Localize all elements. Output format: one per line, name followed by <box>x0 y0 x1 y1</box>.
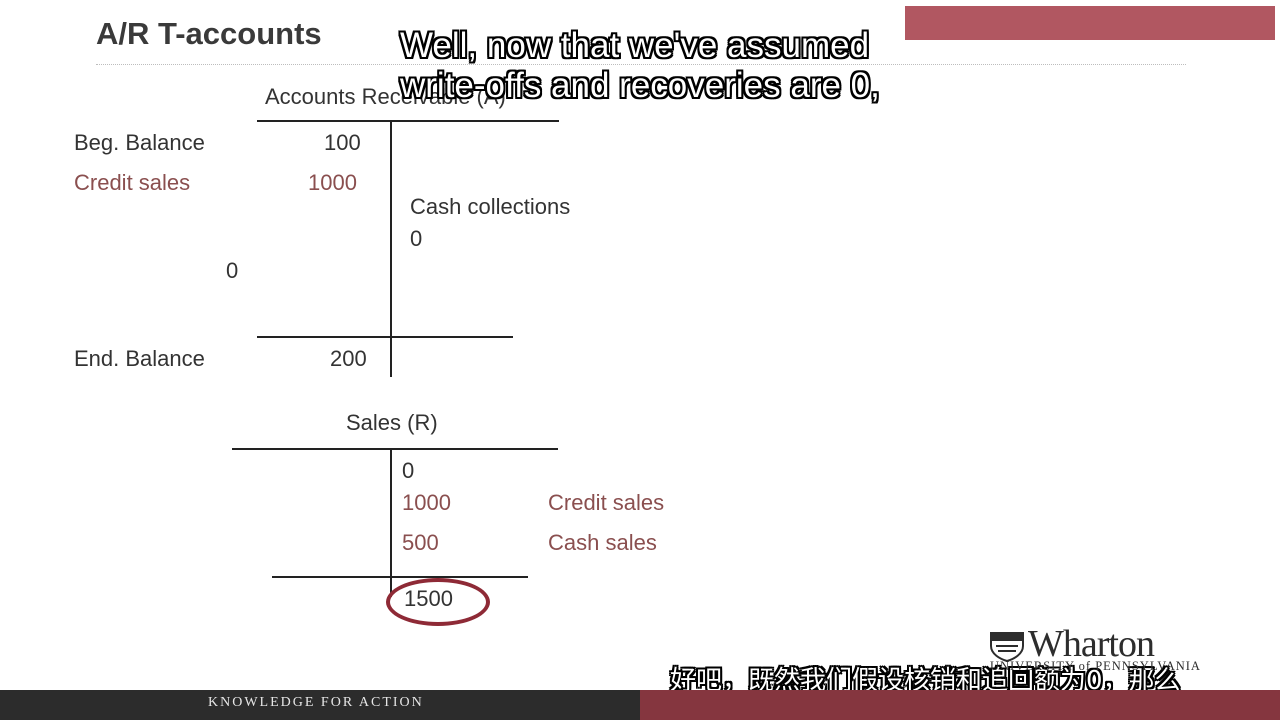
beg-balance-value: 100 <box>324 130 361 155</box>
ar-t-top-line <box>257 120 559 122</box>
sales-credit-sales-value: 1000 <box>402 490 451 515</box>
footer-tagline: KNOWLEDGE FOR ACTION <box>208 695 424 710</box>
ar-credit-sales-value: 1000 <box>308 170 357 195</box>
wharton-logo-text: Wharton <box>1028 623 1155 665</box>
end-balance-value: 200 <box>330 346 367 371</box>
wharton-shield-icon <box>990 632 1024 662</box>
ar-account-heading: Accounts Receivable (A) <box>265 84 506 109</box>
subtitle-english-line2: write-offs and recoveries are 0, <box>400 66 880 105</box>
cash-collections-label: Cash collections <box>410 194 571 219</box>
slide-title: A/R T-accounts <box>96 16 322 51</box>
cash-sales-value: 500 <box>402 530 439 555</box>
beg-balance-label: Beg. Balance <box>74 130 205 155</box>
ar-left-zero: 0 <box>226 258 239 283</box>
sales-credit-sales-label: Credit sales <box>548 490 665 515</box>
ar-credit-sales-label: Credit sales <box>74 170 191 195</box>
total-highlight-circle <box>386 578 490 626</box>
ar-t-bottom-line <box>257 336 513 338</box>
sales-t-top-line <box>232 448 558 450</box>
end-balance-label: End. Balance <box>74 346 205 371</box>
cash-collections-value: 0 <box>410 226 423 251</box>
footer-accent-bar <box>640 690 1280 720</box>
sales-t-bottom-line <box>272 576 528 578</box>
subtitle-english-line1: Well, now that we've assumed <box>400 26 870 65</box>
sales-t-vertical-line <box>390 449 392 597</box>
top-banner <box>905 6 1275 40</box>
title-divider <box>96 64 1186 65</box>
university-logo-text: UNIVERSITY of PENNSYLVANIA <box>990 659 1201 673</box>
sales-account-heading: Sales (R) <box>346 410 438 435</box>
cash-sales-label: Cash sales <box>548 530 657 555</box>
ar-t-vertical-line <box>390 121 392 377</box>
sales-opening-value: 0 <box>402 458 415 483</box>
